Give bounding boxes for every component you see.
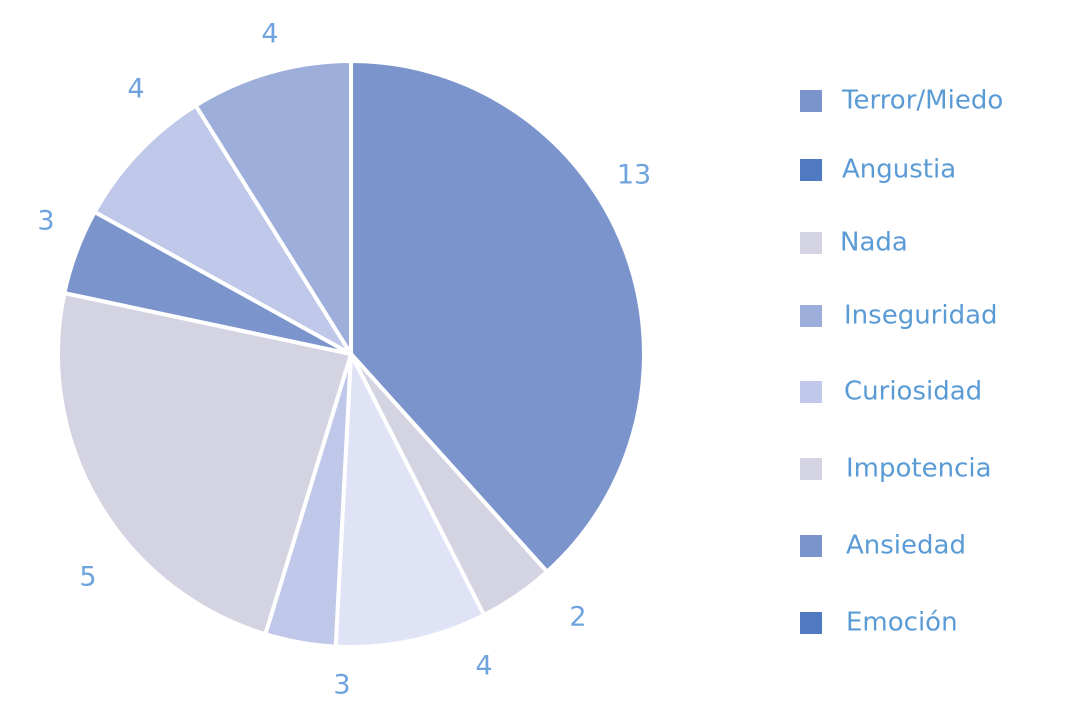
data-label-0: 13 [617, 160, 651, 191]
pie-slice-7 [193, 59, 353, 356]
legend-label-6: Ansiedad [846, 531, 966, 561]
pie-slice-6 [92, 103, 353, 356]
legend-swatch-7 [800, 612, 822, 634]
legend-label-2: Nada [840, 228, 908, 258]
legend-label-5: Impotencia [846, 454, 992, 484]
data-label-1: 2 [569, 602, 586, 633]
legend-swatch-2 [800, 232, 822, 254]
data-label-6: 4 [127, 74, 144, 105]
legend-label-3: Inseguridad [844, 301, 998, 331]
pie-slices [56, 59, 646, 649]
legend-swatch-6 [800, 535, 822, 557]
legend-label-7: Emoción [846, 608, 958, 638]
legend-swatch-0 [800, 90, 822, 112]
legend-label-4: Curiosidad [844, 377, 982, 407]
legend-label-0: Terror/Miedo [841, 86, 1003, 116]
legend-swatch-5 [800, 458, 822, 480]
data-label-7: 4 [261, 19, 278, 50]
data-label-3: 3 [333, 670, 350, 701]
pie-slice-4 [56, 291, 353, 637]
legend-swatch-4 [800, 381, 822, 403]
pie-slice-0 [349, 59, 646, 574]
data-label-5: 3 [37, 206, 54, 237]
pie-slice-2 [333, 352, 487, 649]
legend-label-1: Angustia [842, 155, 956, 185]
legend: Terror/Miedo Angustia Nada Inseguridad Curio… [800, 86, 1003, 638]
legend-swatch-1 [800, 159, 822, 181]
legend-swatch-3 [800, 305, 822, 327]
pie-data-labels: 13 2 4 3 5 3 4 4 [37, 19, 651, 701]
data-label-4: 5 [79, 562, 96, 593]
data-label-2: 4 [475, 651, 492, 682]
